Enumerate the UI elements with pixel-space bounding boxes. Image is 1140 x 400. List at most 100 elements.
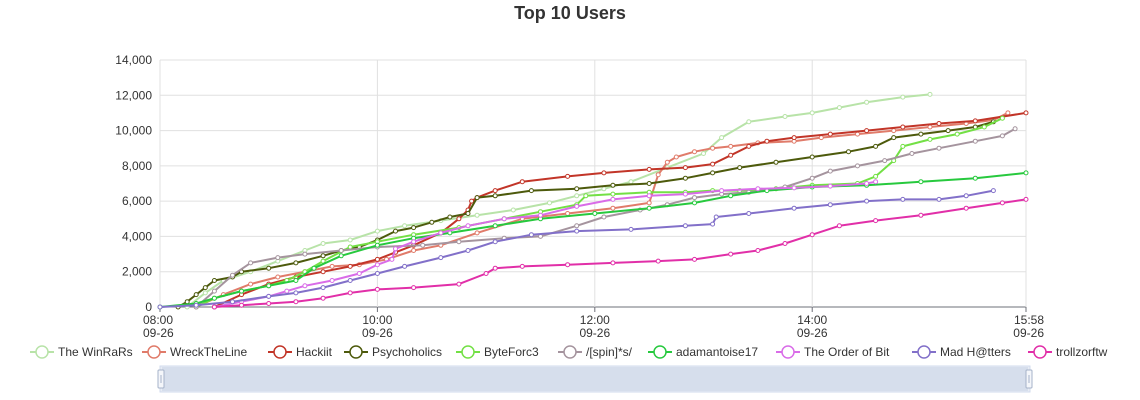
data-point[interactable] [827, 131, 833, 137]
zoom-selection[interactable] [162, 367, 1028, 391]
legend-item[interactable]: WreckTheLine [142, 345, 247, 359]
data-point[interactable] [1023, 170, 1029, 176]
data-point[interactable] [909, 151, 915, 156]
data-point[interactable] [574, 193, 580, 199]
data-point[interactable] [420, 242, 426, 248]
data-point[interactable] [393, 246, 398, 252]
data-point[interactable] [411, 239, 417, 245]
data-point[interactable] [389, 256, 395, 262]
data-point[interactable] [320, 253, 326, 259]
data-point[interactable] [347, 290, 353, 296]
data-point[interactable] [692, 200, 697, 206]
data-point[interactable] [882, 158, 888, 164]
data-point[interactable] [320, 269, 326, 275]
data-point[interactable] [248, 281, 254, 287]
data-point[interactable] [320, 295, 326, 301]
data-point[interactable] [347, 244, 353, 250]
data-point[interactable] [728, 152, 734, 158]
data-point[interactable] [936, 196, 942, 202]
data-point[interactable] [972, 175, 978, 181]
data-point[interactable] [818, 135, 824, 141]
data-point[interactable] [682, 223, 688, 229]
data-point[interactable] [701, 151, 706, 156]
data-point[interactable] [809, 110, 815, 116]
data-point[interactable] [402, 223, 408, 229]
data-point[interactable] [565, 173, 571, 179]
data-point[interactable] [266, 265, 272, 271]
data-point[interactable] [873, 143, 879, 149]
data-point[interactable] [574, 203, 580, 209]
data-point[interactable] [356, 271, 362, 276]
data-point[interactable] [266, 293, 272, 299]
data-point[interactable] [293, 278, 299, 283]
data-point[interactable] [791, 185, 797, 191]
data-point[interactable] [655, 258, 661, 264]
data-point[interactable] [275, 274, 281, 280]
data-point[interactable] [230, 272, 235, 278]
data-point[interactable] [465, 211, 471, 216]
data-point[interactable] [873, 218, 879, 224]
data-point[interactable] [963, 193, 969, 199]
data-point[interactable] [239, 302, 244, 308]
data-point[interactable] [610, 182, 616, 188]
data-point[interactable] [293, 290, 299, 296]
data-point[interactable] [827, 202, 833, 208]
data-point[interactable] [465, 223, 471, 229]
data-point[interactable] [374, 228, 380, 234]
data-point[interactable] [999, 115, 1005, 121]
data-point[interactable] [438, 230, 444, 236]
data-point[interactable] [492, 188, 498, 194]
data-point[interactable] [311, 265, 317, 271]
data-point[interactable] [918, 131, 924, 137]
data-point[interactable] [664, 159, 670, 165]
data-point[interactable] [193, 302, 199, 308]
data-point[interactable] [864, 128, 870, 134]
data-point[interactable] [710, 221, 716, 227]
data-point[interactable] [230, 299, 235, 305]
data-point[interactable] [927, 136, 933, 142]
data-point[interactable] [456, 216, 462, 222]
data-point[interactable] [528, 232, 534, 238]
data-point[interactable] [1023, 196, 1029, 202]
data-point[interactable] [963, 205, 969, 211]
data-point[interactable] [900, 124, 906, 130]
data-point[interactable] [211, 278, 217, 283]
data-point[interactable] [728, 193, 734, 199]
data-point[interactable] [981, 124, 987, 130]
data-point[interactable] [755, 186, 761, 192]
data-point[interactable] [320, 285, 326, 291]
data-point[interactable] [456, 239, 462, 245]
data-point[interactable] [782, 241, 788, 246]
data-point[interactable] [474, 195, 480, 201]
data-point[interactable] [157, 304, 163, 310]
data-point[interactable] [601, 170, 607, 176]
data-point[interactable] [646, 166, 652, 172]
data-point[interactable] [329, 263, 335, 269]
data-point[interactable] [275, 255, 281, 261]
data-point[interactable] [302, 283, 308, 289]
data-point[interactable] [492, 193, 498, 199]
data-point[interactable] [374, 242, 380, 248]
data-point[interactable] [465, 248, 471, 253]
data-point[interactable] [1005, 110, 1011, 116]
data-point[interactable] [692, 256, 697, 262]
data-point[interactable] [492, 223, 498, 229]
data-point[interactable] [266, 301, 272, 306]
data-point[interactable] [855, 131, 860, 137]
data-point[interactable] [1023, 110, 1029, 116]
data-point[interactable] [456, 281, 462, 287]
data-point[interactable] [710, 170, 716, 176]
data-point[interactable] [411, 285, 417, 291]
data-point[interactable] [972, 118, 978, 124]
data-point[interactable] [565, 211, 571, 216]
data-point[interactable] [945, 128, 951, 134]
data-point[interactable] [927, 91, 933, 97]
data-point[interactable] [746, 143, 752, 149]
data-point[interactable] [836, 105, 842, 111]
data-point[interactable] [574, 223, 580, 229]
data-point[interactable] [773, 159, 779, 165]
data-point[interactable] [338, 248, 344, 253]
data-point[interactable] [211, 304, 217, 310]
data-point[interactable] [592, 211, 598, 216]
data-point[interactable] [266, 283, 272, 289]
